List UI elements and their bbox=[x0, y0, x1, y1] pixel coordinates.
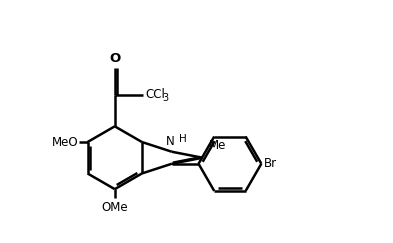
Text: H: H bbox=[179, 134, 187, 144]
Text: OMe: OMe bbox=[101, 201, 128, 214]
Text: O: O bbox=[109, 52, 120, 65]
Text: N: N bbox=[165, 135, 174, 148]
Text: 3: 3 bbox=[162, 93, 169, 103]
Text: MeO: MeO bbox=[52, 136, 79, 148]
Text: Me: Me bbox=[209, 139, 226, 152]
Text: CCl: CCl bbox=[145, 88, 165, 101]
Text: Br: Br bbox=[264, 157, 277, 170]
